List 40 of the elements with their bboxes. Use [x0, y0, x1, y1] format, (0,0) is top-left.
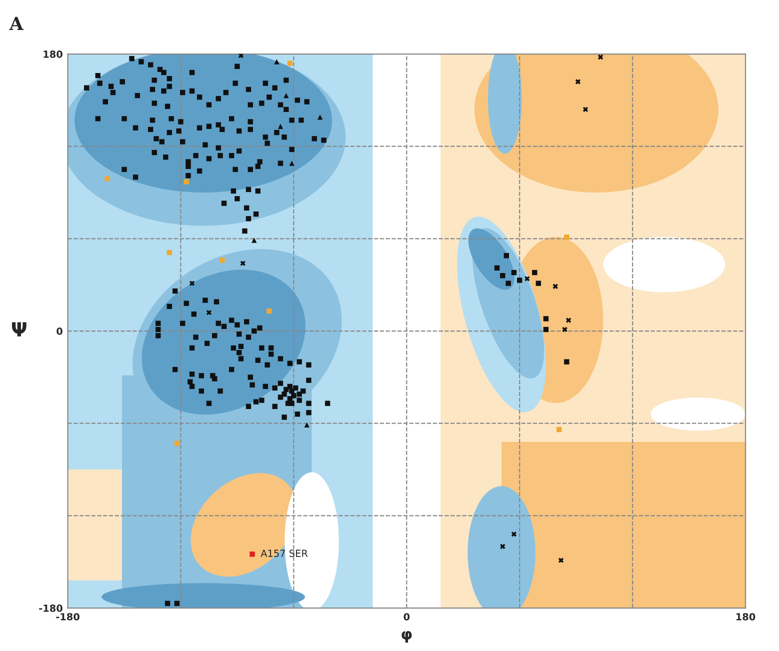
point [220, 258, 225, 263]
y-tick-label: -180 [39, 604, 62, 612]
point [575, 79, 581, 84]
point [317, 114, 323, 120]
point [500, 544, 506, 550]
y-tick-label: 0 [56, 328, 62, 335]
point [552, 284, 558, 290]
point [266, 308, 272, 314]
point [104, 176, 110, 182]
point [511, 532, 517, 537]
point [566, 318, 572, 323]
point [274, 59, 280, 64]
point [184, 179, 189, 184]
point [289, 160, 294, 166]
point [287, 60, 293, 66]
point [598, 54, 604, 60]
point [250, 552, 255, 557]
point [284, 92, 289, 98]
x-tick-label: 180 [736, 613, 756, 620]
y-tick-label: 180 [44, 50, 62, 58]
annotation: A157 SER [260, 550, 308, 557]
x-tick-label: -180 [56, 613, 80, 620]
x-axis-title: φ [402, 631, 412, 643]
point [166, 250, 172, 256]
point [174, 440, 180, 446]
point [240, 260, 246, 266]
y-axis-title: Ψ [12, 322, 26, 336]
point [524, 276, 530, 282]
point [304, 422, 310, 428]
point [582, 106, 588, 112]
point [278, 124, 284, 129]
x-tick-label: 0 [404, 613, 410, 620]
point [558, 558, 564, 563]
point [556, 426, 562, 432]
point [564, 234, 570, 240]
chart-title: A [9, 16, 24, 30]
point [252, 238, 257, 243]
point [189, 280, 195, 286]
point [206, 310, 212, 316]
point [238, 54, 244, 58]
